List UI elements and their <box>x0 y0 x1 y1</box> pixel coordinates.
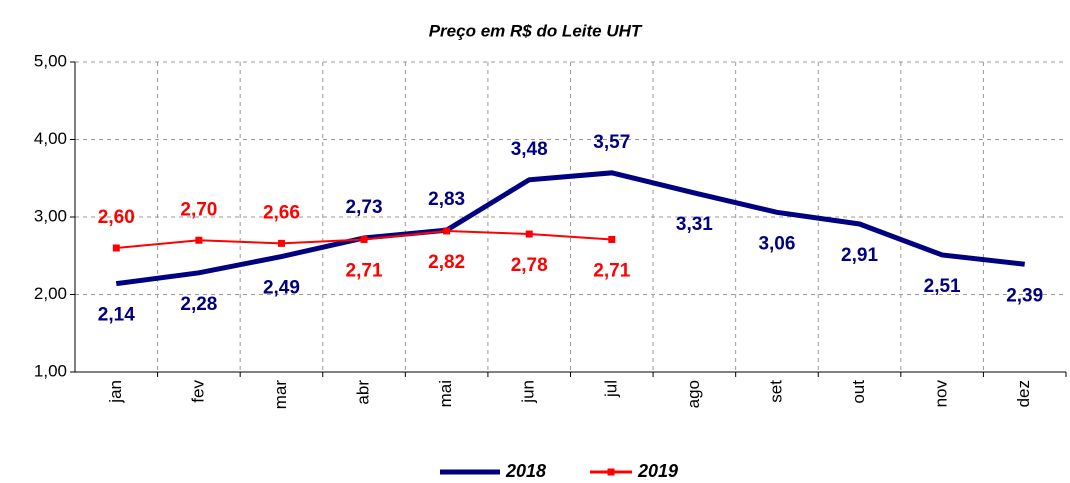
data-label: 2,71 <box>346 260 383 281</box>
data-label: 2,70 <box>180 199 217 220</box>
x-tick-label: fev <box>188 380 207 403</box>
point-marker <box>443 227 451 235</box>
x-tick-label: mai <box>436 380 455 407</box>
point-marker <box>608 235 616 243</box>
data-label: 2,39 <box>1006 285 1043 306</box>
point-marker <box>360 235 368 243</box>
x-tick-label: jul <box>601 380 620 398</box>
data-label: 3,57 <box>593 132 630 153</box>
data-label: 3,31 <box>676 214 713 235</box>
data-label: 3,06 <box>758 233 795 254</box>
chart-title: Preço em R$ do Leite UHT <box>429 21 643 40</box>
x-tick-label: nov <box>932 380 951 408</box>
point-marker <box>525 230 533 238</box>
data-label: 2,14 <box>98 305 135 326</box>
legend-marker <box>607 468 615 476</box>
data-label: 2,49 <box>263 278 300 299</box>
y-tick-label: 4,00 <box>34 129 67 148</box>
data-label: 3,48 <box>511 139 548 160</box>
data-label: 2,28 <box>180 294 217 315</box>
legend-label: 2018 <box>505 461 546 481</box>
x-tick-label: abr <box>354 380 373 405</box>
point-marker <box>112 244 120 252</box>
y-tick-label: 2,00 <box>34 284 67 303</box>
data-label: 2,82 <box>428 252 465 273</box>
data-label: 2,71 <box>593 260 630 281</box>
data-label: 2,51 <box>924 276 961 297</box>
x-tick-label: mar <box>271 380 290 410</box>
x-tick-label: out <box>849 380 868 404</box>
data-label: 2,66 <box>263 202 300 223</box>
x-tick-label: set <box>766 380 785 403</box>
x-tick-label: jun <box>519 380 538 404</box>
legend-label: 2019 <box>637 461 678 481</box>
data-label: 2,78 <box>511 255 548 276</box>
series-line <box>115 170 1025 287</box>
data-label: 2,83 <box>428 189 465 210</box>
data-label: 2,60 <box>98 207 135 228</box>
x-tick-label: dez <box>1014 380 1033 407</box>
y-tick-label: 3,00 <box>34 206 67 225</box>
x-tick-label: jan <box>106 380 125 404</box>
y-tick-label: 1,00 <box>34 361 67 380</box>
point-marker <box>195 236 203 244</box>
data-label: 2,91 <box>841 245 878 266</box>
x-tick-label: ago <box>684 380 703 408</box>
point-marker <box>277 239 285 247</box>
y-tick-label: 5,00 <box>34 51 67 70</box>
data-label: 2,73 <box>346 197 383 218</box>
